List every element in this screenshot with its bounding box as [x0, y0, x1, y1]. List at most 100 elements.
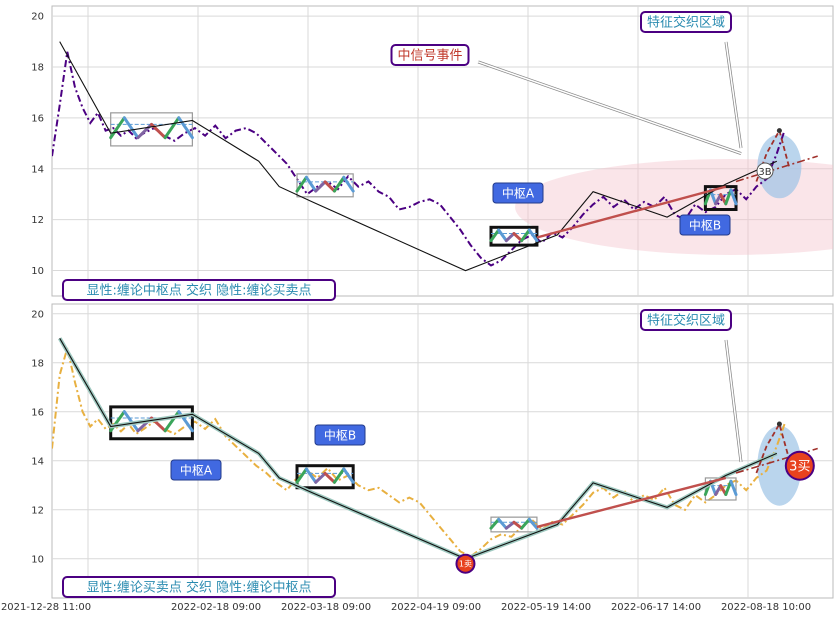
zhongshu-b-label-badge	[679, 214, 731, 236]
peak-dot	[776, 128, 782, 134]
sub-segment	[729, 188, 738, 206]
feature-zone-label-frame	[640, 309, 732, 331]
feature-ellipse-blue	[757, 425, 802, 506]
y-tick-label: 20	[31, 309, 44, 320]
y-tick-label: 12	[31, 505, 44, 516]
peak-dash	[755, 421, 791, 474]
zhongshu-b-label-badge	[314, 424, 366, 446]
sub-segment	[332, 175, 346, 193]
sub-segment	[497, 228, 508, 243]
y-tick-label: 16	[31, 407, 44, 418]
zhongshu-b-label: 中枢B	[324, 428, 356, 443]
peak-dash	[755, 128, 791, 182]
sub-segment	[729, 479, 738, 496]
panel-legend-frame	[62, 279, 336, 301]
sub-segment	[520, 517, 531, 530]
zhongshu-a-label-badge	[492, 182, 544, 204]
panel-legend: 显性:缠论买卖点 交织 隐性:缠论中枢点	[86, 580, 311, 596]
signal-marker-label: 3买	[789, 460, 810, 475]
feature-arrow-inner	[725, 339, 742, 463]
x-tick-label: 2022-08-18 10:00	[721, 602, 811, 613]
y-tick-label: 10	[31, 554, 44, 565]
sub-segment	[489, 228, 501, 243]
sub-segment	[724, 479, 733, 496]
sub-segment	[724, 188, 733, 206]
sub-segment	[342, 467, 355, 484]
signal-event-label: 中信号事件	[397, 49, 462, 64]
feature-ellipse-pink	[515, 158, 833, 255]
zhongshu-b-label: 中枢B	[689, 218, 721, 233]
feature-zone-label: 特征交织区域	[647, 15, 725, 31]
sub-segment	[122, 116, 140, 140]
x-tick-label: 2022-02-18 09:00	[171, 602, 261, 613]
zhongshu-a-label: 中枢A	[180, 463, 213, 478]
sub-segment	[497, 517, 508, 530]
y-tick-label: 14	[31, 164, 44, 175]
point-3b-marker	[756, 162, 774, 180]
sub-segment	[342, 175, 355, 193]
zhongshu-a-label: 中枢A	[502, 186, 535, 201]
y-tick-label: 14	[31, 456, 44, 467]
trend-segment	[536, 476, 727, 529]
feature-zone-label-frame	[640, 11, 732, 33]
bi-line	[59, 41, 778, 272]
y-tick-label: 20	[31, 12, 44, 23]
zhongshu-box	[295, 464, 355, 490]
x-tick-label: 2022-06-17 14:00	[611, 602, 701, 613]
annotation-arrow-inner	[477, 61, 742, 155]
sub-segment	[122, 410, 140, 433]
zhongshu-box	[110, 112, 193, 147]
sub-segment	[304, 467, 318, 484]
feature-arrow-inner	[725, 41, 742, 149]
zhongshu-box	[489, 225, 539, 247]
x-tick-label: 2022-03-18 09:00	[281, 602, 371, 613]
sub-segment	[323, 471, 336, 484]
zhongshu-box	[296, 173, 354, 198]
signal-marker	[455, 553, 476, 574]
panel-legend-frame	[62, 576, 336, 598]
sub-segment	[323, 180, 336, 193]
sub-segment	[295, 467, 308, 484]
sub-segment	[504, 520, 516, 530]
zhongshu-a-label-badge	[170, 459, 222, 481]
point-3b-label: 3B	[758, 167, 771, 178]
bi-line	[59, 338, 778, 560]
feature-zone-label: 特征交织区域	[647, 313, 725, 329]
sub-segment	[136, 122, 154, 140]
x-tick-label: 2022-04-19 09:00	[391, 602, 481, 613]
y-tick-label: 12	[31, 215, 44, 226]
sub-segment	[332, 467, 346, 484]
sub-segment	[512, 232, 524, 243]
sub-segment	[314, 471, 327, 484]
peak-dot	[776, 421, 782, 427]
sub-segment	[109, 116, 126, 140]
signal-marker-label: 1卖	[459, 560, 472, 569]
y-tick-label: 18	[31, 63, 44, 74]
signal-marker	[784, 450, 815, 481]
price-series	[52, 347, 786, 558]
signal-event-label-frame	[390, 44, 470, 66]
sub-segment	[489, 517, 501, 530]
y-tick-label: 16	[31, 113, 44, 124]
sub-segment	[504, 232, 516, 243]
sub-segment	[304, 175, 318, 193]
plot-area	[52, 41, 833, 272]
x-axis: 2021-12-28 11:00 2022-02-18 09:00 2022-03-…	[1, 602, 811, 613]
plot-frame	[51, 303, 834, 599]
sub-segment	[512, 520, 524, 530]
x-tick-label: 2022-05-19 14:00	[501, 602, 591, 613]
sub-segment	[527, 517, 539, 530]
sub-segment	[520, 228, 531, 243]
forecast-line	[735, 155, 818, 183]
zhongshu-box	[490, 516, 538, 533]
trend-segment	[536, 185, 727, 239]
sub-segment	[314, 180, 327, 193]
sub-segment	[703, 188, 712, 206]
y-tick-label: 10	[31, 266, 44, 277]
y-tick-label: 18	[31, 358, 44, 369]
sub-segment	[527, 228, 539, 243]
price-series	[52, 51, 786, 267]
sub-segment	[163, 116, 181, 140]
